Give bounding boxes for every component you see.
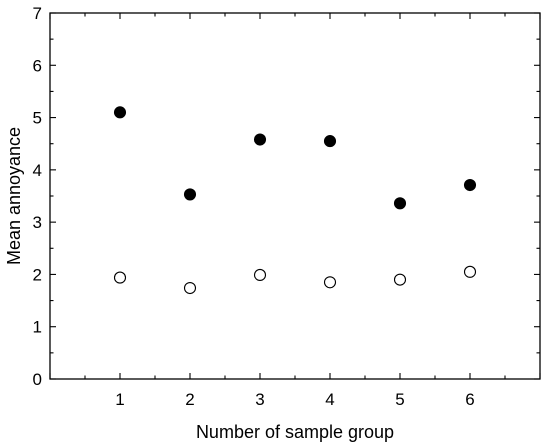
open-data-point bbox=[463, 265, 477, 278]
y-tick-label: 4 bbox=[33, 161, 42, 180]
x-tick-label: 5 bbox=[395, 390, 404, 409]
filled-data-point bbox=[323, 135, 337, 148]
y-axis-ticks: 0 1 2 3 4 5 6 7 bbox=[33, 4, 540, 389]
plot-frame bbox=[49, 12, 541, 380]
x-axis-label: Number of sample group bbox=[196, 422, 394, 442]
filled-data-point bbox=[393, 197, 407, 210]
x-tick-label: 6 bbox=[465, 390, 474, 409]
open-data-point bbox=[323, 276, 337, 289]
y-tick-label: 0 bbox=[33, 370, 42, 389]
filled-data-point bbox=[463, 178, 477, 192]
open-data-point bbox=[253, 268, 267, 282]
x-tick-label: 1 bbox=[115, 390, 124, 409]
x-axis-ticks: 1 2 3 4 5 6 bbox=[49, 13, 541, 409]
x-tick-label: 2 bbox=[185, 390, 194, 409]
filled-data-point bbox=[183, 188, 197, 201]
y-tick-label: 7 bbox=[33, 4, 42, 23]
data-markers bbox=[113, 106, 477, 295]
y-tick-label: 1 bbox=[33, 318, 42, 337]
open-data-point bbox=[183, 281, 197, 295]
open-data-point bbox=[113, 271, 127, 284]
y-tick-label: 6 bbox=[33, 56, 42, 75]
y-axis-label: Mean annoyance bbox=[4, 127, 24, 265]
y-tick-label: 5 bbox=[33, 109, 42, 128]
filled-data-point bbox=[113, 106, 127, 119]
filled-data-point bbox=[253, 133, 267, 146]
y-tick-label: 3 bbox=[33, 213, 42, 232]
x-tick-label: 3 bbox=[255, 390, 264, 409]
y-tick-label: 2 bbox=[33, 265, 42, 284]
x-tick-label: 4 bbox=[325, 390, 334, 409]
open-data-point bbox=[393, 273, 407, 286]
